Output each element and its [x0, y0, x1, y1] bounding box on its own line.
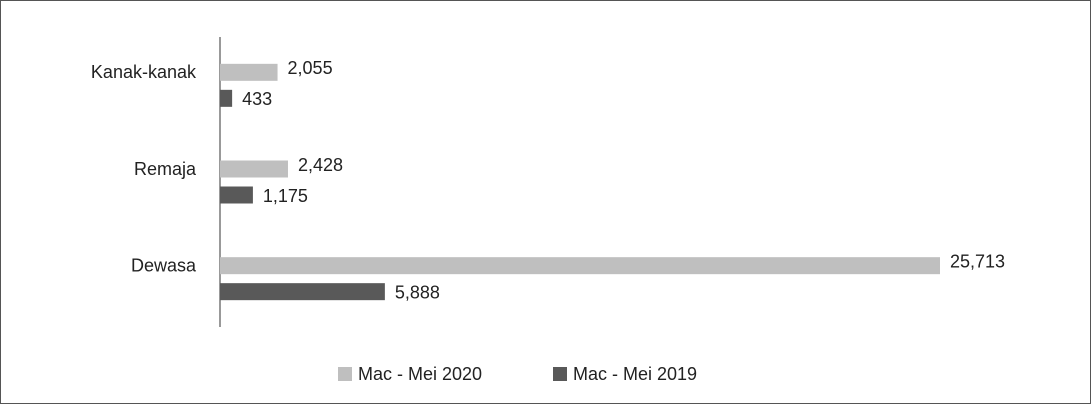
bar: [220, 89, 233, 107]
legend-swatch: [553, 367, 567, 381]
data-label: 25,713: [950, 251, 1005, 271]
category-label: Remaja: [134, 159, 197, 179]
legend-swatch: [338, 367, 352, 381]
data-label: 1,175: [263, 186, 308, 206]
bar: [220, 186, 253, 204]
category-label: Kanak-kanak: [91, 62, 197, 82]
legend-label: Mac - Mei 2019: [573, 364, 697, 384]
bar: [220, 283, 385, 301]
data-label: 433: [242, 89, 272, 109]
bar: [220, 160, 288, 178]
category-label: Dewasa: [131, 255, 197, 275]
bar: [220, 63, 278, 81]
data-label: 2,055: [288, 58, 333, 78]
data-label: 5,888: [395, 282, 440, 302]
bar: [220, 257, 940, 275]
data-label: 2,428: [298, 155, 343, 175]
legend-label: Mac - Mei 2020: [358, 364, 482, 384]
